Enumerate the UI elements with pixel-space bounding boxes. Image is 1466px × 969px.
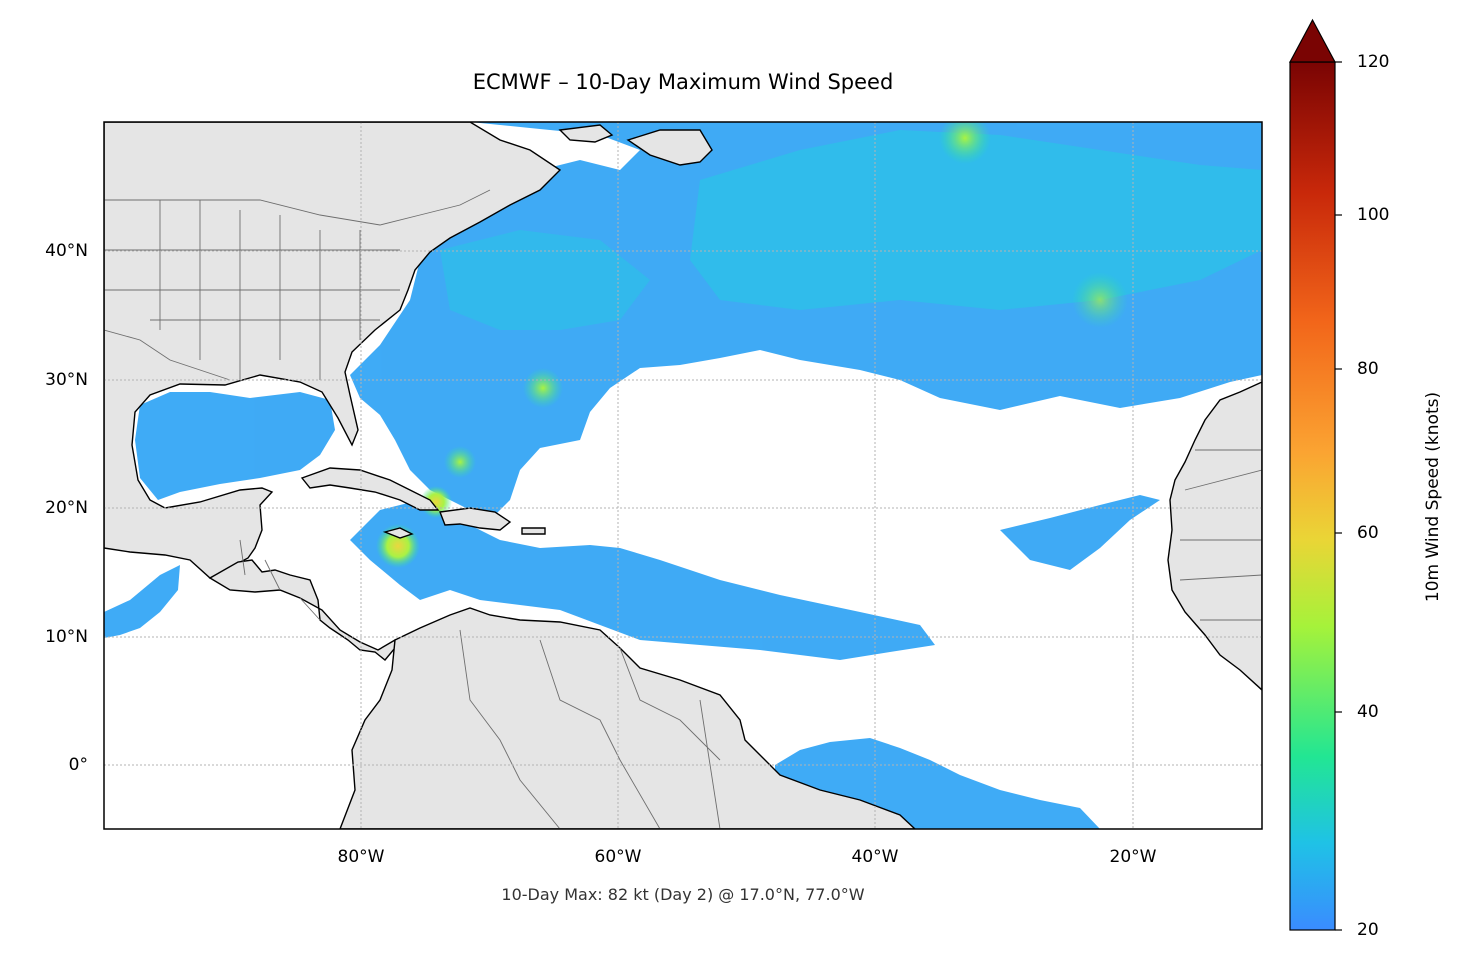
border-south-am — [459, 629, 721, 829]
land-cuba — [300, 467, 440, 511]
colorbar-gradient — [1289, 61, 1336, 931]
land-newfoundland — [558, 124, 614, 143]
hotspot-bermuda — [523, 368, 563, 408]
border-africa — [1179, 449, 1262, 621]
lat-tick-label: 40°N — [45, 241, 88, 261]
border-us-mexico — [104, 329, 231, 381]
colorbar-tick-marks — [1335, 61, 1342, 931]
border-us-canada — [104, 189, 491, 226]
border-central-am — [239, 539, 321, 621]
colorbar-tick-label: 60 — [1357, 523, 1379, 543]
colorbar-extend-arrow — [1288, 18, 1337, 63]
colorbar-tick-label: 120 — [1357, 52, 1390, 72]
border-states-1 — [159, 200, 361, 380]
wind-band-north — [690, 130, 1262, 310]
land-jamaica — [382, 527, 414, 539]
lon-tick-label: 60°W — [594, 847, 642, 867]
wind-band-nw — [440, 230, 650, 330]
land-south-america — [339, 607, 917, 829]
lon-tick-label: 80°W — [337, 847, 385, 867]
colorbar — [1288, 18, 1342, 931]
hotspot-bahamas — [444, 446, 476, 478]
max-summary: 10-Day Max: 82 kt (Day 2) @ 17.0°N, 77.0… — [501, 885, 865, 904]
lat-tick-label: 10°N — [45, 627, 88, 647]
colorbar-tick-label: 20 — [1357, 920, 1379, 940]
lat-tick-label: 30°N — [45, 370, 88, 390]
land-north-america — [104, 122, 562, 579]
colorbar-label: 10m Wind Speed (knots) — [1423, 391, 1443, 603]
land-puerto-rico — [521, 527, 546, 535]
hotspot-ne — [1072, 272, 1128, 328]
wind-region-caribbean — [350, 500, 935, 660]
land-africa — [1167, 381, 1262, 691]
colorbar-tick-label: 100 — [1357, 205, 1390, 225]
land-hispaniola — [439, 507, 512, 531]
land — [104, 122, 1262, 829]
lat-tick-label: 20°N — [45, 498, 88, 518]
border-states-2 — [104, 249, 400, 321]
borders — [104, 189, 1262, 829]
lat-tick-label: 0° — [68, 755, 88, 775]
map-border — [103, 121, 1263, 830]
wind-field — [104, 122, 1262, 829]
gridlines — [104, 122, 1262, 829]
wind-region-central-atlantic — [1000, 495, 1160, 570]
map-frame — [104, 122, 1262, 829]
wind-region-gulf — [135, 392, 335, 500]
lon-tick-label: 40°W — [851, 847, 899, 867]
colorbar-tick-label: 80 — [1357, 359, 1379, 379]
map-title: ECMWF – 10-Day Maximum Wind Speed — [472, 70, 894, 94]
colorbar-tick-label: 40 — [1357, 702, 1379, 722]
wind-region-pacific — [104, 565, 180, 638]
hotspot-north — [939, 122, 991, 164]
land-greenland-edge — [626, 129, 713, 166]
lon-tick-label: 20°W — [1109, 847, 1157, 867]
